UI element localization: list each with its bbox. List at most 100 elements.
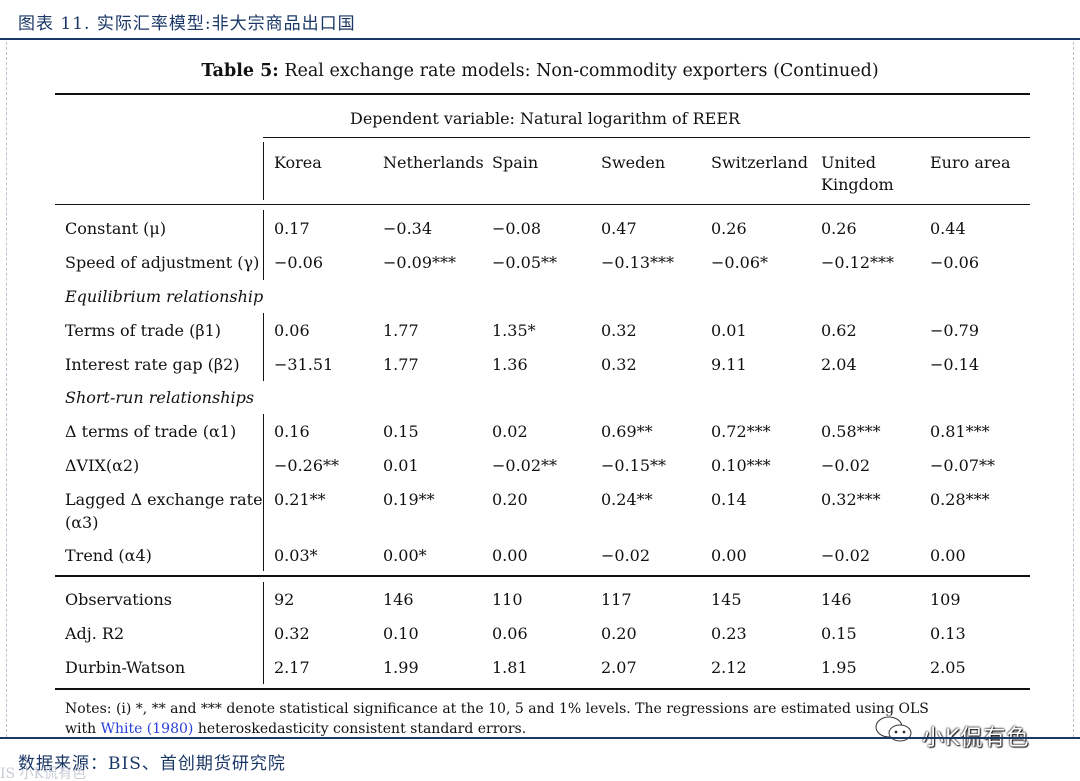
table-cell: 0.17 bbox=[274, 219, 310, 238]
table-cell: 0.16 bbox=[274, 422, 310, 441]
table-cell: 0.72*** bbox=[711, 422, 771, 441]
row-label: Interest rate gap (β2) bbox=[65, 355, 240, 374]
stat-cell: 110 bbox=[492, 590, 523, 609]
row-label: ΔVIX(α2) bbox=[65, 456, 140, 475]
table-cell: 1.77 bbox=[383, 321, 419, 340]
table-cell: −0.08 bbox=[492, 219, 542, 238]
stat-label: Durbin-Watson bbox=[65, 658, 186, 677]
vline-block2 bbox=[263, 313, 264, 381]
row-label: Δ terms of trade (α1) bbox=[65, 422, 237, 441]
table-cell: 0.32 bbox=[601, 355, 637, 374]
notes-tail: heteroskedasticity consistent standard e… bbox=[197, 721, 527, 737]
table-cell: −0.15** bbox=[601, 456, 667, 475]
table-cell: 0.01 bbox=[711, 321, 747, 340]
table-cell: −0.07** bbox=[930, 456, 996, 475]
table-cell: −0.13*** bbox=[601, 253, 675, 272]
table-cell: 0.01 bbox=[383, 456, 419, 475]
footer-bar: 数据来源：BIS、首创期货研究院 IS 小K侃有色 bbox=[0, 737, 1080, 781]
table-cell: 0.32 bbox=[601, 321, 637, 340]
table-title-number: Table 5: bbox=[201, 61, 279, 81]
col-header-spain: Spain bbox=[492, 153, 539, 172]
table-cell: 0.00* bbox=[383, 546, 427, 565]
notes-line-1: Notes: (i) *, ** and *** denote statisti… bbox=[65, 701, 929, 717]
table-cell: −0.06 bbox=[930, 253, 980, 272]
section-label: Short-run relationships bbox=[65, 388, 255, 407]
table-cell: −0.26** bbox=[274, 456, 340, 475]
row-label: Terms of trade (β1) bbox=[65, 321, 221, 340]
stat-cell: 2.05 bbox=[930, 658, 966, 677]
stat-cell: 109 bbox=[930, 590, 961, 609]
stat-cell: 92 bbox=[274, 590, 295, 609]
stat-label: Observations bbox=[65, 590, 172, 609]
col-header-united-kingdom: United Kingdom bbox=[821, 152, 894, 196]
table-cell: −0.34 bbox=[383, 219, 433, 238]
notes-with: with bbox=[65, 721, 97, 737]
stat-cell: 146 bbox=[821, 590, 852, 609]
bottom-rule bbox=[55, 688, 1030, 690]
table-cell: 0.58*** bbox=[821, 422, 881, 441]
table-title: Table 5: Real exchange rate models: Non-… bbox=[0, 61, 1080, 81]
table-title-text: Real exchange rate models: Non-commodity… bbox=[284, 61, 879, 81]
table-cell: 0.00 bbox=[711, 546, 747, 565]
stat-cell: 0.32 bbox=[274, 624, 310, 643]
table-cell: 0.02 bbox=[492, 422, 528, 441]
section-label: Equilibrium relationship bbox=[65, 287, 264, 306]
col-header-sweden: Sweden bbox=[601, 153, 666, 172]
stat-cell: 117 bbox=[601, 590, 632, 609]
vline-stats bbox=[263, 582, 264, 684]
header-rule bbox=[55, 204, 1030, 205]
table-cell: −31.51 bbox=[274, 355, 334, 374]
table-cell: 0.24** bbox=[601, 490, 653, 509]
row-label: Lagged Δ exchange rate bbox=[65, 490, 263, 509]
figure-title: 图表 11. 实际汇率模型:非大宗商品出口国 bbox=[18, 14, 356, 34]
stat-cell: 0.15 bbox=[821, 624, 857, 643]
table-cell: −0.02 bbox=[821, 546, 871, 565]
table-cell: 0.81*** bbox=[930, 422, 990, 441]
table-cell: 0.20 bbox=[492, 490, 528, 509]
table-cell: −0.14 bbox=[930, 355, 980, 374]
table-cell: 1.35* bbox=[492, 321, 536, 340]
table-cell: 0.00 bbox=[930, 546, 966, 565]
table-cell: 0.47 bbox=[601, 219, 637, 238]
table-cell: 0.62 bbox=[821, 321, 857, 340]
footer-watermark: IS 小K侃有色 bbox=[0, 766, 87, 781]
col-header-korea: Korea bbox=[274, 153, 322, 172]
stat-cell: 2.07 bbox=[601, 658, 637, 677]
table-cell: 0.19** bbox=[383, 490, 435, 509]
table-cell: 0.21** bbox=[274, 490, 326, 509]
stats-rule bbox=[55, 575, 1030, 577]
vline-header bbox=[263, 142, 264, 200]
stat-cell: 0.13 bbox=[930, 624, 966, 643]
row-label: Constant (μ) bbox=[65, 219, 167, 238]
stat-cell: 0.20 bbox=[601, 624, 637, 643]
table-cell: −0.02 bbox=[601, 546, 651, 565]
col-header-switzerland: Switzerland bbox=[711, 153, 808, 172]
table-cell: 1.36 bbox=[492, 355, 528, 374]
stat-cell: 145 bbox=[711, 590, 742, 609]
table-cell: 0.32*** bbox=[821, 490, 881, 509]
left-border bbox=[6, 42, 7, 737]
table-cell: −0.79 bbox=[930, 321, 980, 340]
table-cell: −0.05** bbox=[492, 253, 558, 272]
stat-cell: 0.23 bbox=[711, 624, 747, 643]
table-cell: 0.06 bbox=[274, 321, 310, 340]
vline-block3 bbox=[263, 414, 264, 571]
table-cell: 1.77 bbox=[383, 355, 419, 374]
row-label: Trend (α4) bbox=[65, 546, 152, 565]
stat-cell: 1.99 bbox=[383, 658, 419, 677]
table-cell: −0.09*** bbox=[383, 253, 457, 272]
table-cell: 9.11 bbox=[711, 355, 747, 374]
stat-cell: 146 bbox=[383, 590, 414, 609]
table-cell: −0.12*** bbox=[821, 253, 895, 272]
table-notes: Notes: (i) *, ** and *** denote statisti… bbox=[65, 699, 1025, 739]
col-header-uk-line2: Kingdom bbox=[821, 175, 894, 194]
right-border bbox=[1073, 42, 1074, 737]
table-cell: 2.04 bbox=[821, 355, 857, 374]
notes-line-2: with White (1980) heteroskedasticity con… bbox=[65, 719, 1025, 739]
row-label: Speed of adjustment (γ) bbox=[65, 253, 260, 272]
dependent-variable-label: Dependent variable: Natural logarithm of… bbox=[350, 109, 741, 128]
col-header-netherlands: Netherlands bbox=[383, 153, 484, 172]
col-header-euro-area: Euro area bbox=[930, 153, 1011, 172]
citation-link[interactable]: White (1980) bbox=[100, 721, 194, 737]
stat-cell: 0.10 bbox=[383, 624, 419, 643]
